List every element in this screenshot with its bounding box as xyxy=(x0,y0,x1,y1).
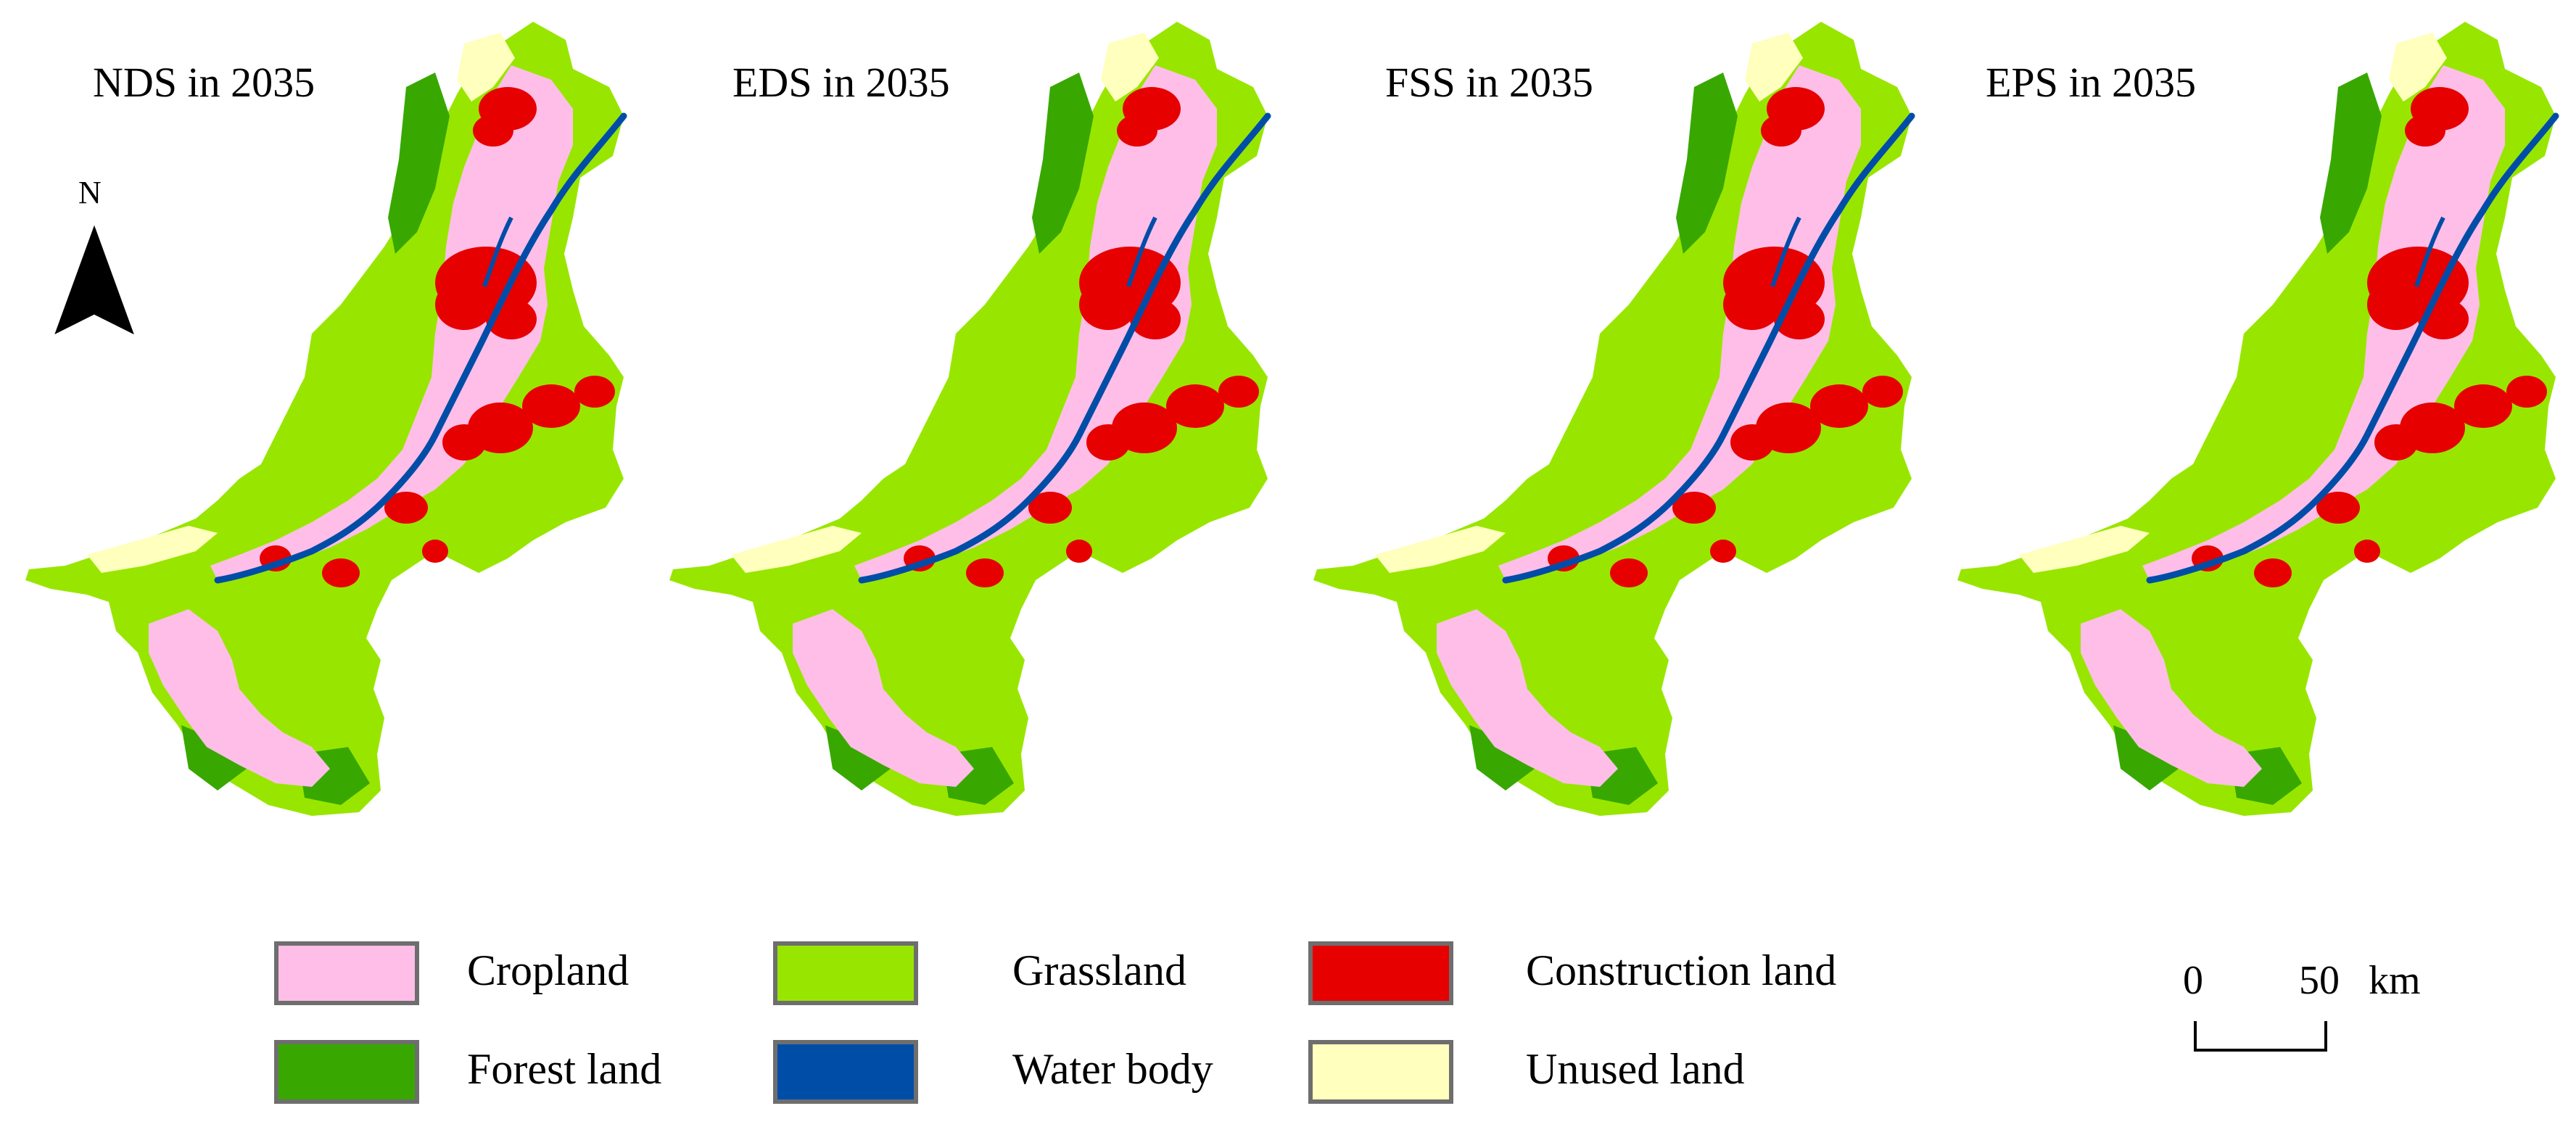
legend-swatch xyxy=(1308,941,1453,1005)
north-arrow-icon xyxy=(54,225,134,335)
land-use-map xyxy=(1313,22,1915,816)
panel-title: NDS in 2035 xyxy=(93,59,315,106)
legend-label: Construction land xyxy=(1526,946,1837,994)
scale-bar: 0 50 km xyxy=(2183,957,2421,1059)
map-panel-fss: FSS in 2035 xyxy=(1288,0,1932,856)
legend-label: Cropland xyxy=(467,946,629,994)
map-panel-eds: EDS in 2035 xyxy=(644,0,1288,856)
legend-item-cropland: Cropland xyxy=(274,936,724,1008)
panel-title: EDS in 2035 xyxy=(732,59,950,106)
scale-unit-label: km xyxy=(2369,958,2421,1003)
legend-label: Grassland xyxy=(1012,946,1186,994)
scale-start-label: 0 xyxy=(2183,958,2203,1003)
scale-end-label: 50 xyxy=(2299,958,2340,1003)
legend-item-unused-land: Unused land xyxy=(1308,1034,1888,1107)
land-use-map xyxy=(669,22,1271,816)
legend-swatch xyxy=(1308,1040,1453,1104)
legend-swatch xyxy=(773,941,918,1005)
land-use-map xyxy=(1957,22,2559,816)
legend-label: Unused land xyxy=(1526,1045,1745,1093)
legend-swatch xyxy=(274,941,419,1005)
legend-item-construction-land: Construction land xyxy=(1308,936,1888,1008)
north-arrow: N xyxy=(51,174,138,348)
map-panel-eps: EPS in 2035 xyxy=(1932,0,2576,856)
land-use-map xyxy=(25,22,627,816)
panel-title: EPS in 2035 xyxy=(1986,59,2197,106)
legend-label: Water body xyxy=(1012,1045,1213,1093)
legend-label: Forest land xyxy=(467,1045,662,1093)
scale-bar-line xyxy=(2194,1021,2327,1052)
legend-item-forest-land: Forest land xyxy=(274,1034,724,1107)
legend-swatch xyxy=(274,1040,419,1104)
panel-title: FSS in 2035 xyxy=(1385,59,1593,106)
legend-item-water-body: Water body xyxy=(773,1034,1252,1107)
legend-swatch xyxy=(773,1040,918,1104)
legend-item-grassland: Grassland xyxy=(773,936,1252,1008)
north-label: N xyxy=(78,175,102,210)
map-panel-nds: NDS in 2035 xyxy=(0,0,644,856)
